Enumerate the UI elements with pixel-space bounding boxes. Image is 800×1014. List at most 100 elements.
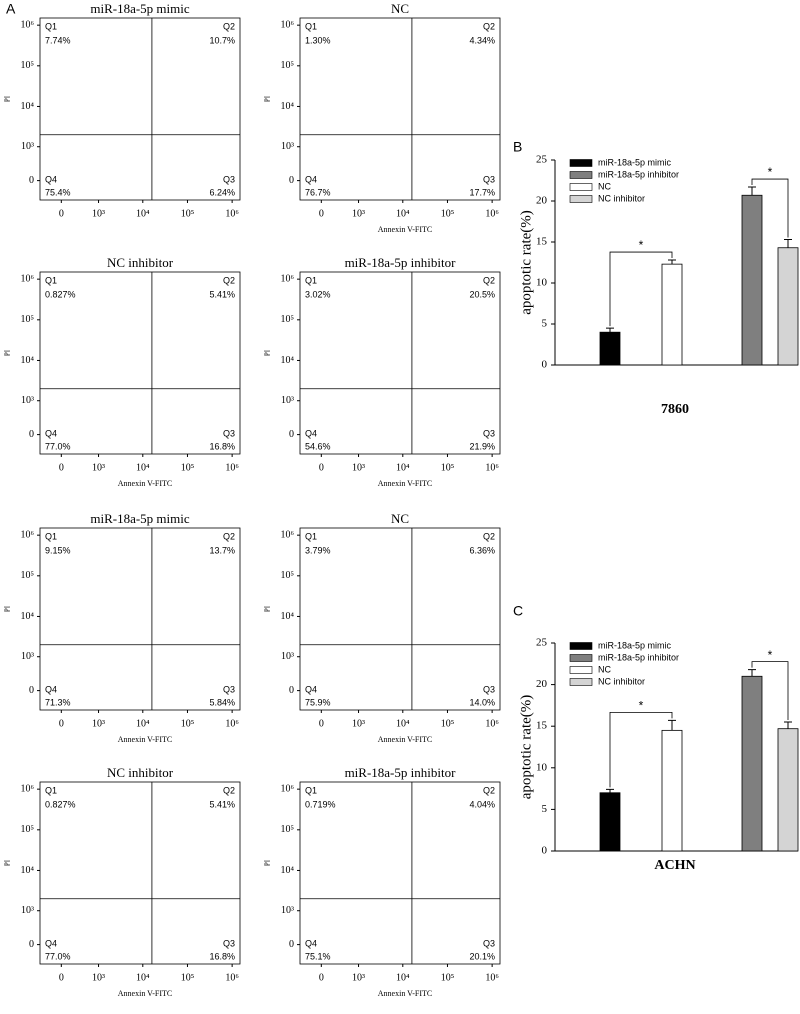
bar [741,194,763,366]
x-tick-label: 10⁶ [225,208,239,219]
x-tick-label: 10⁵ [181,208,195,219]
x-tick-label: 0 [59,208,64,219]
x-axis-label: 7860 [661,402,689,417]
y-tick-label: 5 [542,318,548,330]
quadrant-name: Q2 [483,531,495,541]
quadrant-name: Q2 [483,21,495,31]
legend-label: NC [598,664,611,674]
x-tick-label: 0 [59,462,64,473]
y-axis-label: apoptotic rate(%) [518,695,534,800]
x-axis-label: Annexin V-FITC [378,225,432,234]
quadrant-name: Q4 [45,938,57,948]
y-axis-label: PI [4,95,12,102]
x-tick-label: 10⁶ [225,972,239,983]
quadrant-name: Q4 [45,428,57,438]
x-tick-label: 10⁴ [136,462,150,473]
quadrant-percent: 77.0% [45,951,71,961]
error-bar [784,721,792,729]
quadrant-name: Q2 [483,275,495,285]
y-tick-label: 10⁴ [281,101,295,112]
x-tick-label: 10³ [352,972,365,983]
y-axis-label: PI [4,859,12,866]
quadrant-name: Q3 [483,938,495,948]
y-axis-label: PI [264,859,272,866]
quadrant-name: Q1 [305,785,317,795]
quadrant-name: Q3 [223,428,235,438]
quadrant-percent: 16.8% [209,441,235,451]
x-tick-label: 10⁴ [396,972,410,983]
x-tick-label: 10⁶ [225,718,239,729]
bar [599,792,621,852]
x-tick-label: 0 [319,718,324,729]
quadrant-name: Q2 [223,275,235,285]
y-tick-label: 0 [542,845,548,857]
plot-title: NC inhibitor [107,765,174,780]
y-tick-label: 10⁴ [281,865,295,876]
plot-frame [39,527,241,711]
x-tick-label: 10³ [92,972,105,983]
y-tick-label: 10⁵ [281,314,295,325]
significance-bracket [609,711,673,788]
x-axis-label: Annexin V-FITC [118,989,172,998]
quadrant-percent: 5.41% [209,289,235,299]
quadrant-name: Q2 [223,785,235,795]
legend-label: miR-18a-5p inhibitor [598,169,679,179]
plot-title: miR-18a-5p inhibitor [345,765,457,780]
quadrant-percent: 54.6% [305,441,331,451]
y-tick-label: 10⁴ [21,865,35,876]
quadrant-percent: 5.41% [209,799,235,809]
x-tick-label: 10⁴ [396,718,410,729]
quadrant-percent: 4.04% [469,799,495,809]
x-tick-label: 10³ [352,462,365,473]
x-tick-label: 10⁵ [441,718,455,729]
quadrant-percent: 21.9% [469,441,495,451]
x-axis-label: Annexin V-FITC [118,479,172,488]
y-tick-label: 10³ [21,141,34,152]
quadrant-name: Q4 [305,938,317,948]
quadrant-percent: 7.74% [45,35,71,45]
y-axis-label: PI [264,95,272,102]
quadrant-percent: 20.1% [469,951,495,961]
error-bar [606,327,614,333]
y-tick-label: 10³ [21,651,34,662]
x-tick-label: 0 [59,972,64,983]
plot-frame [299,17,501,201]
x-tick-label: 10⁵ [441,972,455,983]
y-tick-label: 0 [542,359,548,371]
y-tick-label: 10 [536,277,548,289]
y-tick-label: 10⁴ [281,355,295,366]
quadrant-name: Q2 [223,531,235,541]
y-tick-label: 0 [29,175,34,186]
x-tick-label: 10⁴ [396,462,410,473]
significance-bracket [751,661,789,721]
x-tick-label: 10⁵ [181,972,195,983]
x-tick-label: 10⁵ [441,462,455,473]
y-tick-label: 20 [536,195,548,207]
legend-swatch [569,183,593,191]
quadrant-percent: 6.36% [469,545,495,555]
quadrant-percent: 5.84% [209,697,235,707]
y-tick-label: 10⁵ [21,570,35,581]
x-tick-label: 10³ [352,718,365,729]
quadrant-name: Q1 [305,21,317,31]
quadrant-name: Q1 [45,531,57,541]
y-tick-label: 5 [542,803,548,815]
quadrant-percent: 14.0% [469,697,495,707]
y-tick-label: 10³ [281,905,294,916]
y-axis-label: PI [4,349,12,356]
quadrant-percent: 77.0% [45,441,71,451]
y-tick-label: 10⁶ [21,273,35,284]
x-tick-label: 0 [319,462,324,473]
plot-frame [39,271,241,455]
x-tick-label: 10⁴ [136,972,150,983]
y-tick-label: 0 [289,939,294,950]
quadrant-name: Q3 [483,428,495,438]
x-axis-label: Annexin V-FITC [378,479,432,488]
plot-title: miR-18a-5p mimic [90,511,190,526]
y-tick-label: 10³ [21,905,34,916]
legend-swatch [569,654,593,662]
x-axis-label: ACHN [654,858,695,873]
x-tick-label: 10³ [92,208,105,219]
